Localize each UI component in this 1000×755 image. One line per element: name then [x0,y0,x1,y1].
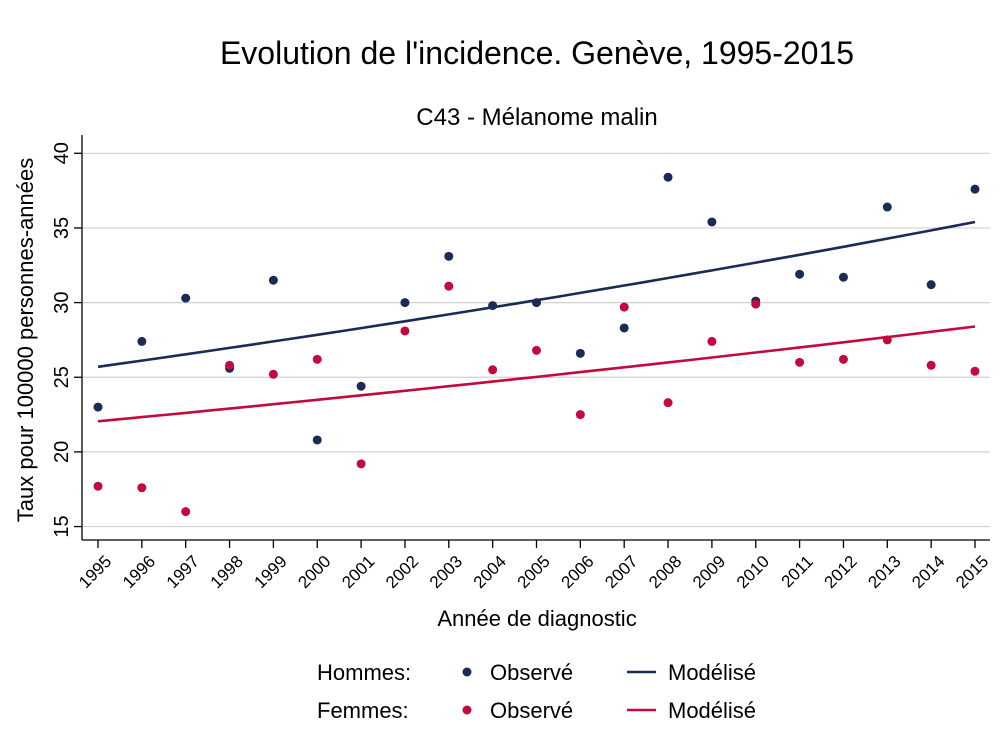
point-femmes-2005 [532,345,541,355]
point-femmes-1999 [268,369,278,379]
x-tick-label: 2010 [733,552,773,592]
x-tick-label: 1998 [207,552,247,592]
point-femmes-2006 [575,410,585,420]
legend-observed-marker [462,705,472,715]
x-tick-label: 2006 [557,552,597,592]
point-femmes-2007 [619,302,629,312]
point-hommes-1997 [181,293,191,303]
x-tick-label: 2000 [294,552,334,592]
y-tick-label: 40 [51,142,73,164]
point-femmes-1995 [93,481,103,491]
point-hommes-2008 [663,172,673,182]
observed-points [93,172,980,517]
y-tick-labels: 15 20 25 30 35 40 [51,142,73,537]
legend-row-femmes: Femmes: Observé Modélisé [317,698,756,723]
point-femmes-1996 [137,483,147,493]
point-femmes-2002 [400,326,410,336]
point-hommes-2012 [838,272,848,282]
legend-model-label: Modélisé [668,698,756,723]
point-femmes-1997 [181,507,191,517]
point-hommes-2004 [488,301,498,311]
axes [74,135,990,548]
point-femmes-2014 [926,360,936,370]
y-tick-label: 35 [51,217,73,239]
x-tick-label: 1995 [75,552,115,592]
model-line-hommes [97,220,976,369]
point-femmes-2001 [356,459,366,469]
point-hommes-2002 [400,298,410,308]
x-tick-label: 2014 [908,552,948,592]
x-tick-labels: 1995 1996 1997 1998 1999 2000 2001 2002 2003 2004… [75,552,992,592]
point-hommes-1995 [93,402,103,412]
point-hommes-1999 [268,275,278,285]
point-hommes-2007 [619,323,629,333]
legend-group-label: Hommes: [317,660,411,685]
point-femmes-2015 [970,366,980,376]
point-femmes-2013 [882,335,892,345]
point-hommes-2015 [970,184,980,194]
point-hommes-2013 [882,202,892,212]
point-femmes-2009 [707,336,717,346]
point-femmes-2012 [838,354,848,364]
x-tick-label: 2007 [601,552,641,592]
x-tick-label: 1999 [251,552,291,592]
x-tick-label: 2015 [952,552,992,592]
point-femmes-2011 [795,357,805,367]
legend-model-label: Modélisé [668,660,756,685]
model-lines [97,220,976,423]
point-hommes-2014 [926,280,936,290]
legend-observed-label: Observé [490,660,573,685]
legend-row-hommes: Hommes: Observé Modélisé [317,660,756,685]
point-hommes-2005 [532,298,541,308]
chart-subtitle: C43 - Mélanome malin [416,104,657,131]
model-line-femmes [97,325,976,423]
x-tick-label: 2003 [426,552,466,592]
legend-observed-marker [462,667,472,677]
x-tick-label: 2013 [864,552,904,592]
chart-title: Evolution de l'incidence. Genève, 1995-2… [220,35,854,71]
y-tick-label: 30 [51,291,73,313]
y-tick-label: 20 [51,441,73,463]
point-hommes-2001 [356,381,366,391]
point-femmes-2003 [444,281,454,291]
x-tick-label: 2012 [821,552,861,592]
legend-observed-label: Observé [490,698,573,723]
x-tick-label: 2009 [689,552,729,592]
point-hommes-2011 [795,269,805,279]
x-tick-label: 2005 [514,552,554,592]
x-tick-label: 2011 [778,552,817,591]
x-tick-label: 1997 [163,552,203,592]
x-tick-label: 2008 [645,552,685,592]
x-tick-label: 2002 [382,552,422,592]
point-hommes-2006 [575,348,585,358]
point-hommes-2003 [444,251,454,261]
point-femmes-1998 [225,360,235,370]
point-femmes-2008 [663,398,673,408]
y-tick-label: 25 [51,366,73,388]
legend: Hommes: Observé Modélisé Femmes: Observé Modé… [317,660,756,723]
x-tick-label: 2001 [338,552,378,592]
x-axis-label: Année de diagnostic [437,606,636,631]
point-femmes-2004 [488,365,498,375]
point-femmes-2010 [751,299,761,309]
point-hommes-1996 [137,336,147,346]
point-femmes-2000 [312,354,322,364]
y-axis-label: Taux pour 100000 personnes-années [13,158,38,523]
x-tick-label: 2004 [470,552,510,592]
x-tick-label: 1996 [119,552,159,592]
legend-group-label: Femmes: [317,698,409,723]
point-hommes-2000 [312,435,322,445]
y-tick-label: 15 [51,515,73,537]
point-hommes-2009 [707,217,717,227]
